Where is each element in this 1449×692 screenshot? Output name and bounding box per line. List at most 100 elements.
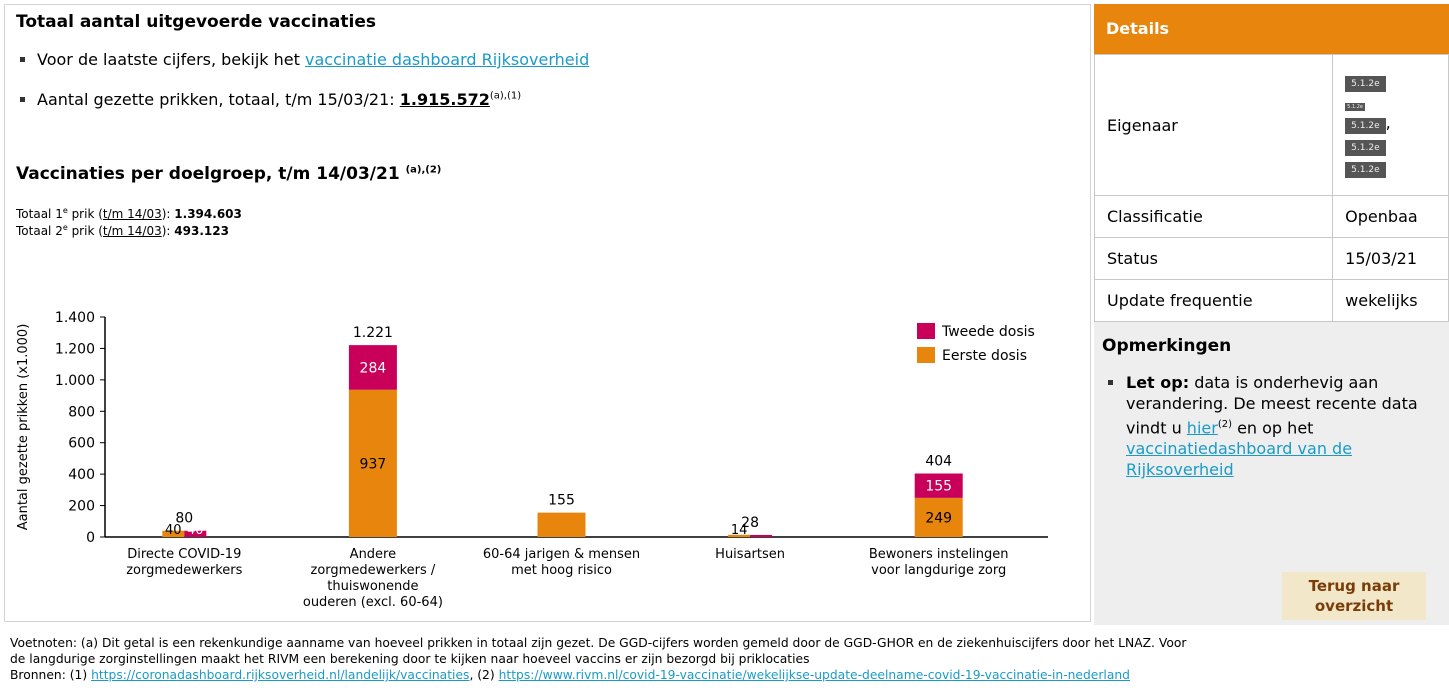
x-category-label: thuiswonende (327, 579, 418, 594)
x-category-label: Huisartsen (715, 547, 785, 562)
redaction-white (1364, 94, 1399, 113)
main-panel (4, 4, 1091, 622)
y-tick-label: 1.400 (55, 310, 95, 326)
bar-value-label: 155 (925, 479, 952, 495)
x-category-label: Bewoners instelingen (869, 547, 1009, 562)
vaccination-bar-chart: 0 200 400 600 800 1.000 1.200 1.400 Aantal gezet… (16, 310, 1048, 610)
bar-tweede-dosis (348, 345, 397, 390)
bar-tweede-dosis (750, 534, 773, 537)
footnotes: Voetnoten: (a) Dit getal is een rekenkun… (10, 635, 1449, 683)
remarks-link-dashboard[interactable]: vaccinatiedashboard van de Rijksoverheid (1126, 439, 1353, 480)
total-first-dose: Totaal 1e prik (t/m 14/03): 1.394.603 (16, 204, 242, 221)
bar-value-label: 249 (925, 510, 952, 526)
redaction-box: 5.1.2e (1345, 76, 1386, 93)
total-first-mid: prik ( (67, 207, 103, 221)
y-tick-label: 0 (86, 530, 95, 546)
details-table: Eigenaar 5.1.2e 5.1.2e 5.1.2e, 5.1.2e 5.… (1093, 54, 1449, 322)
total-second-value: 493.123 (174, 224, 229, 238)
total-second-dose: Totaal 2e prik (t/m 14/03): 493.123 (16, 221, 242, 238)
bar-eerste-dosis (162, 530, 185, 537)
x-category-label: Directe COVID-19 (127, 547, 241, 562)
y-tick-label: 1.000 (55, 373, 95, 389)
x-category-label: 60-64 jarigen & mensen (483, 547, 640, 562)
bullet-total: Aantal gezette prikken, totaal, t/m 15/0… (16, 90, 521, 109)
y-axis-label: Aantal gezette prikken (x1.000) (16, 324, 31, 531)
y-tick-label: 800 (68, 404, 95, 420)
back-to-overview-button[interactable]: Terug naar overzicht (1282, 572, 1426, 620)
details-header: Details (1094, 4, 1449, 54)
bar-value-label: 14 (731, 523, 748, 538)
owner-redacted: 5.1.2e 5.1.2e 5.1.2e, 5.1.2e 5.1.2e (1332, 54, 1449, 196)
dashboard-link[interactable]: vaccinatie dashboard Rijksoverheid (305, 50, 590, 69)
total-second-date: t/m 14/03 (102, 224, 162, 238)
bullet-dashboard: Voor de laatste cijfers, bekijk het vacc… (16, 50, 589, 69)
remarks-title: Opmerkingen (1102, 336, 1232, 356)
legend-label: Eerste dosis (942, 348, 1027, 364)
remarks-text: data is onderhevig aan verandering. De m… (1126, 373, 1418, 438)
details-label: Eigenaar (1093, 54, 1334, 196)
page-title: Totaal aantal uitgevoerde vaccinaties (16, 12, 376, 32)
y-tick-label: 400 (68, 467, 95, 483)
redaction-box: 5.1.2e (1345, 139, 1386, 156)
redaction-box: 5.1.2e (1345, 161, 1386, 178)
total-first-after: ): (161, 207, 175, 221)
remarks-bold: Let op: (1126, 373, 1190, 392)
sources-line: Bronnen: (1) https://coronadashboard.rij… (10, 667, 1449, 683)
legend-label: Tweede dosis (941, 324, 1035, 340)
redaction-box: 5.1.2e (1345, 103, 1365, 112)
details-value: wekelijks (1332, 279, 1449, 322)
total-second-after: ): (161, 224, 175, 238)
bar-total-label: 28 (741, 515, 759, 531)
bullet-dot (20, 56, 25, 62)
bar-total-label: 155 (548, 493, 575, 509)
sources-prefix: Bronnen: (1) (10, 668, 92, 682)
bar-tweede-dosis (914, 473, 963, 498)
x-category-label: ouderen (excl. 60-64) (303, 595, 443, 610)
legend-swatch (917, 347, 935, 363)
details-label: Classificatie (1093, 195, 1334, 238)
bar-eerste-dosis (537, 512, 586, 537)
bullet-text: Aantal gezette prikken, totaal, t/m 15/0… (37, 90, 400, 109)
y-tick-label: 1.200 (55, 341, 95, 357)
details-label: Status (1093, 237, 1334, 280)
details-row-frequency: Update frequentie wekelijks (1093, 279, 1449, 322)
y-tick-label: 600 (68, 436, 95, 452)
bar-total-label: 404 (925, 454, 952, 470)
x-category-label: zorgmedewerkers / (311, 563, 436, 578)
bar-value-label: 937 (360, 456, 387, 472)
bullet-dot (1108, 380, 1113, 385)
bar-value-label: 40 (165, 523, 182, 538)
bar-total-label: 1.221 (353, 325, 393, 341)
legend-swatch (917, 323, 935, 339)
x-category-label: zorgmedewerkers (126, 563, 242, 578)
details-row-owner: Eigenaar 5.1.2e 5.1.2e 5.1.2e, 5.1.2e 5.… (1093, 54, 1449, 196)
bar-value-label: 13 (753, 523, 770, 538)
totals-block: Totaal 1e prik (t/m 14/03): 1.394.603 To… (16, 204, 242, 238)
footnote-line: Voetnoten: (a) Dit getal is een rekenkun… (10, 636, 1187, 650)
bar-eerste-dosis (728, 534, 751, 537)
x-category-label: met hoog risico (511, 563, 612, 578)
remarks-text: en op het (1231, 418, 1314, 438)
source-link-2[interactable]: https://www.rivm.nl/covid-19-vaccinatie/… (498, 668, 1130, 682)
x-category-label: Andere (350, 547, 396, 562)
bar-total-label: 80 (175, 511, 193, 527)
bar-value-label: 40 (187, 523, 204, 538)
source-link-1[interactable]: https://coronadashboard.rijksoverheid.nl… (91, 668, 470, 682)
bullet-text: Voor de laatste cijfers, bekijk het (37, 50, 305, 69)
total-first-date: t/m 14/03 (102, 207, 162, 221)
footnote-line: de langdurige zorginstellingen maakt het… (10, 652, 810, 666)
details-row-status: Status 15/03/21 (1093, 237, 1449, 280)
remarks-link-here[interactable]: hier (1186, 418, 1218, 438)
bar-eerste-dosis (914, 497, 963, 537)
details-label: Update frequentie (1093, 279, 1334, 322)
section-title: Vaccinaties per doelgroep, t/m 14/03/21 … (16, 164, 441, 184)
sources-mid: , (2) (469, 668, 499, 682)
total-second-mid: prik ( (67, 224, 103, 238)
details-row-classification: Classificatie Openbaa (1093, 195, 1449, 238)
back-button-line1: Terug naar (1308, 577, 1400, 595)
section-title-text: Vaccinaties per doelgroep, t/m 14/03/21 (16, 164, 400, 184)
section-footnote: (a),(2) (405, 164, 442, 176)
total-first-sup: e (62, 206, 68, 215)
bullet-dot (20, 96, 25, 102)
details-value: Openbaa (1332, 195, 1449, 238)
